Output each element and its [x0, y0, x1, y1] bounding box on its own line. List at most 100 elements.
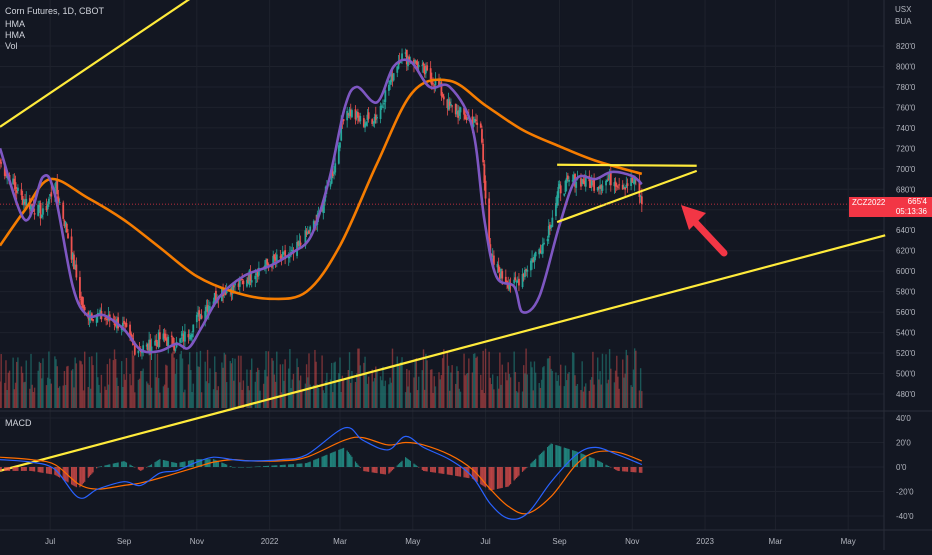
volume-bar [509, 377, 512, 408]
volume-bar [404, 392, 407, 408]
legend-hma-2[interactable]: HMA [5, 30, 25, 40]
volume-bar [242, 380, 245, 408]
candle-body [113, 323, 116, 326]
volume-bar [356, 373, 358, 408]
volume-bar [256, 367, 259, 408]
macd-histogram-bar [31, 467, 33, 472]
volume-bar [334, 361, 336, 408]
macd-histogram-bar [443, 467, 445, 474]
volume-bar [163, 384, 166, 408]
volume-bar [526, 374, 528, 408]
macd-histogram-bar [171, 461, 173, 467]
volume-bar [589, 379, 592, 408]
volume-bar [426, 360, 428, 408]
macd-histogram-bar [589, 457, 592, 467]
volume-bar [54, 356, 56, 408]
volume-bar [635, 350, 637, 408]
volume-bar [305, 364, 308, 408]
candle-body [204, 311, 207, 321]
candle-body [209, 306, 211, 308]
macd-histogram-bar [408, 459, 410, 467]
candle-body [550, 225, 553, 228]
candle-body [71, 253, 74, 259]
legend-volume[interactable]: Vol [5, 41, 18, 51]
candle-body [263, 265, 266, 268]
volume-bar [317, 388, 320, 408]
volume-bar [116, 377, 118, 408]
candle-body [515, 281, 518, 283]
legend-title[interactable]: Corn Futures, 1D, CBOT [5, 6, 105, 16]
macd-histogram-bar [272, 465, 274, 467]
volume-bar [450, 372, 452, 408]
candle-body [80, 298, 83, 300]
candle-body [521, 274, 524, 288]
macd-histogram-bar [465, 467, 468, 478]
volume-bar [580, 390, 582, 408]
candle-body [79, 277, 81, 299]
candle-body [451, 105, 454, 107]
candle-body [482, 143, 485, 163]
macd-pane-label[interactable]: MACD [5, 418, 32, 428]
candle-body [95, 316, 98, 323]
macd-histogram-bar [389, 467, 391, 473]
volume-bar [187, 364, 190, 408]
candle-body [155, 339, 158, 342]
candle-body [458, 110, 461, 116]
volume-bar [106, 364, 109, 408]
volume-bar [400, 361, 402, 408]
volume-bar [517, 392, 519, 408]
macd-histogram-bar [433, 467, 435, 473]
candle-body [429, 68, 432, 79]
volume-bar [175, 359, 178, 408]
legend-hma-1[interactable]: HMA [5, 19, 25, 29]
candle-body [331, 171, 334, 176]
volume-bar [45, 385, 48, 408]
macd-histogram-bar [426, 467, 428, 472]
candle-body [365, 122, 368, 126]
candle-body [390, 72, 393, 83]
macd-histogram-bar [215, 460, 217, 467]
volume-bar [224, 354, 227, 408]
candle-body [358, 115, 360, 122]
volume-bar [274, 381, 277, 408]
macd-histogram-bar [104, 465, 106, 467]
candle-body [274, 257, 277, 261]
macd-histogram-bar [515, 467, 518, 479]
macd-histogram-bar [531, 462, 533, 467]
volume-bar [623, 377, 625, 408]
volume-bar [75, 363, 78, 408]
candle-body [632, 181, 635, 183]
candle-body [473, 118, 476, 123]
volume-bar [613, 382, 616, 408]
volume-bar [557, 375, 560, 408]
volume-bar [172, 351, 174, 408]
volume-bar [468, 358, 470, 408]
candle-body [189, 334, 192, 340]
candle-body [70, 236, 73, 260]
candle-body [237, 283, 240, 287]
volume-bar [390, 382, 392, 408]
volume-bar [633, 348, 636, 408]
candle-body [279, 256, 282, 258]
volume-bar [406, 368, 408, 408]
candle-body [224, 288, 227, 296]
macd-histogram-bar [255, 466, 258, 468]
candle-body [0, 162, 3, 164]
macd-histogram-bar [508, 467, 511, 486]
candle-body [405, 49, 408, 65]
candle-body [280, 255, 283, 260]
candle-body [450, 103, 452, 106]
volume-bar [125, 357, 128, 408]
candle-body [197, 312, 199, 315]
macd-histogram-bar [315, 459, 317, 467]
candle-body [456, 110, 458, 115]
candle-body [397, 60, 400, 69]
volume-bar [24, 381, 26, 408]
candle-body [463, 108, 465, 115]
candle-body [255, 273, 258, 275]
macd-histogram-bar [640, 467, 642, 473]
volume-bar [616, 355, 618, 408]
macd-histogram-bar [382, 467, 384, 475]
